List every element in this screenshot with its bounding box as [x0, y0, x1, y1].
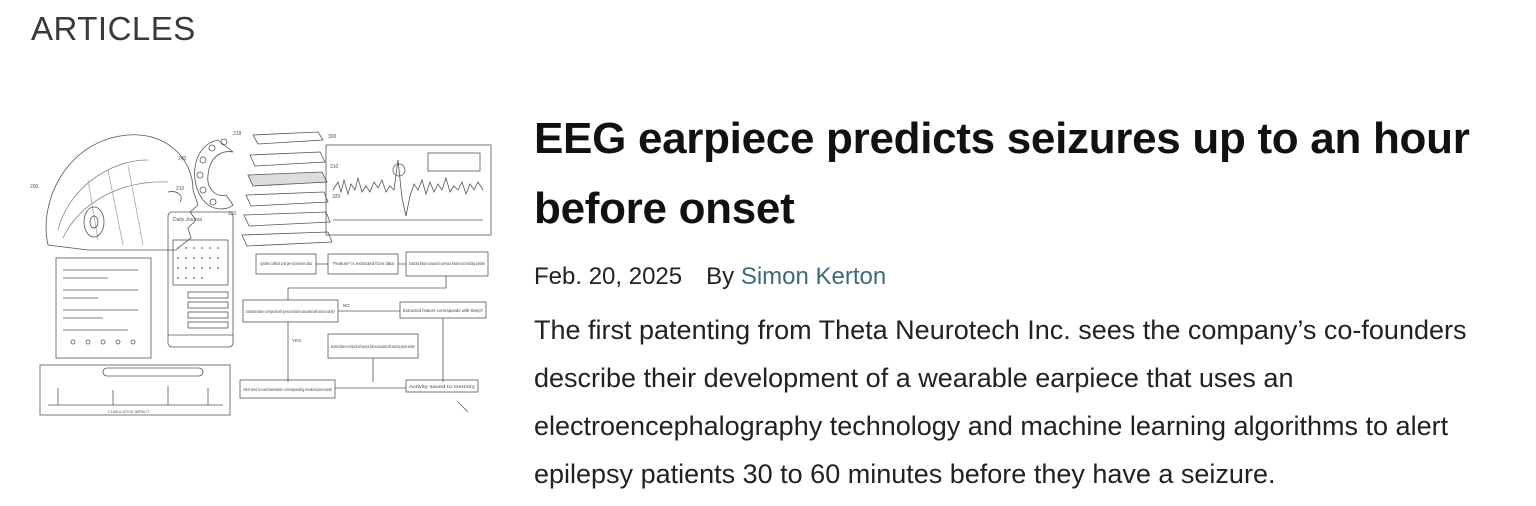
flow-box-3: Extracted feature compared to previous f… [409, 261, 485, 266]
svg-text:210: 210 [176, 186, 185, 192]
earpiece-drawing: 218 240 210 220 [176, 131, 242, 217]
flow-box-8: Activity saved to memory [409, 384, 476, 389]
eeg-chart-drawing [325, 144, 492, 236]
chart-caption: CUMULATIVE IMPACT [108, 409, 150, 414]
flow-box-5: Extracted feature corresponds with sleep… [403, 308, 483, 313]
head-drawing: 200 [30, 134, 199, 251]
flow-box-7: Alert sent to user/caretaker correspondi… [243, 387, 332, 392]
article-thumbnail[interactable]: 200 218 240 210 220 300 310 320 [28, 120, 498, 425]
flow-yes-label: YES [292, 338, 301, 343]
journal-title: Daily Journal [173, 217, 202, 223]
flow-box-4: Extracted feature corresponds with previ… [246, 309, 335, 314]
journal-phone-drawing: Daily Journal [167, 211, 234, 348]
byline-prefix: By [706, 263, 735, 290]
flow-no-label: NO [343, 303, 350, 308]
article-title: EEG earpiece predicts seizures up to an … [534, 104, 1514, 244]
article-card: EEG earpiece predicts seizures up to an … [534, 104, 1514, 498]
article-date: Feb. 20, 2025 [534, 263, 683, 290]
layer-stack-drawing: 300 310 320 [241, 131, 341, 247]
svg-text:200: 200 [30, 184, 39, 190]
flow-box-1: System collects and pre-processes data [260, 261, 312, 266]
survey-card-drawing [55, 257, 152, 359]
flowchart-drawing: System collects and pre-processes data “… [239, 251, 489, 413]
author-link[interactable]: Simon Kerton [740, 263, 887, 290]
svg-text:320: 320 [332, 194, 341, 200]
svg-text:218: 218 [233, 131, 242, 137]
svg-text:240: 240 [178, 156, 187, 162]
article-summary: The first patenting from Theta Neurotech… [534, 315, 1467, 489]
section-heading: ARTICLES [31, 10, 196, 47]
svg-text:310: 310 [330, 164, 339, 170]
impact-chart-drawing: CUMULATIVE IMPACT [39, 364, 231, 416]
article-title-link[interactable]: EEG earpiece predicts seizures up to an … [534, 114, 1470, 233]
article-meta: Feb. 20, 2025 By Simon Kerton [534, 262, 1514, 292]
flow-box-6: Extracted feature corresponds with previ… [331, 344, 415, 349]
svg-text:300: 300 [328, 134, 337, 140]
flow-box-2: “Feature” is extracted from data [332, 261, 394, 266]
